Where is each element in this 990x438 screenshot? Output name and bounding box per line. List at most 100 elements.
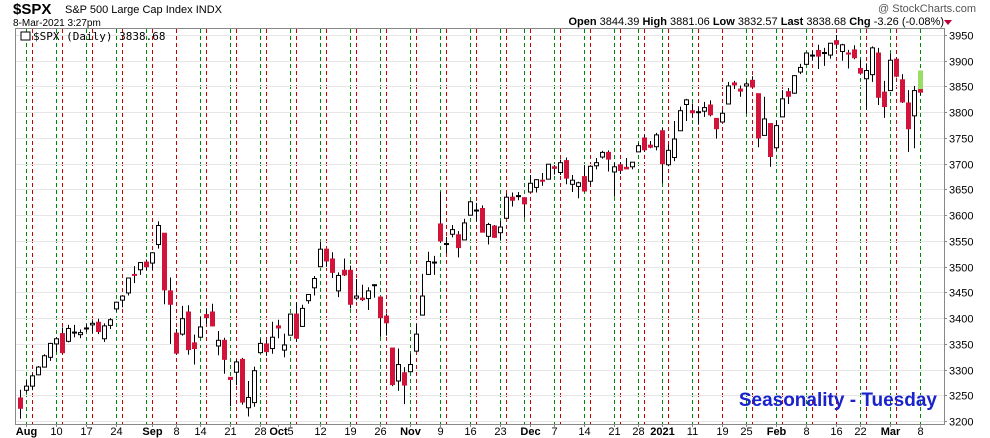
candle-body [300,307,305,327]
candle [654,132,659,151]
candle-body [240,358,245,403]
candle-body [468,201,473,216]
candle [480,205,485,233]
candle-body [426,261,431,275]
candle-body [402,372,407,386]
last-label: Last [780,16,804,28]
candle-body [252,370,257,404]
candle [300,304,305,327]
candle-body [132,273,137,276]
candle [120,295,125,308]
candle-body [414,333,419,352]
candle-body [420,295,425,316]
candle-body [144,261,149,268]
candle-body [696,111,701,114]
candle-body [96,321,101,333]
open-value: 3844.39 [599,16,640,28]
candle [324,248,329,267]
candle-body [270,336,275,350]
candle [450,224,455,238]
candle [246,380,251,417]
candle [504,193,509,219]
candle [264,339,269,356]
candle-body [768,123,773,158]
y-tick-label: 3200 [949,417,973,429]
candle-body [684,99,689,106]
candle [708,100,713,117]
x-tick-label: 14 [194,426,206,438]
down-arrow-icon [944,20,952,25]
seasonality-annotation: Seasonality - Tuesday [739,390,938,411]
candle-body [840,44,845,52]
candle-body [486,223,491,237]
candle [894,57,899,78]
candle-body [852,49,857,59]
candle [456,231,461,258]
candle-body [372,284,377,287]
candle [342,258,347,276]
candle [666,144,671,167]
candle-body [174,332,179,354]
candle [432,255,437,275]
y-tick-label: 3300 [949,366,973,378]
candle-body [828,42,833,56]
candle-body [900,79,905,103]
candle-body [30,375,35,387]
candle [762,96,767,136]
candle [234,359,239,386]
candle [162,232,167,305]
candle-body [822,52,827,55]
x-tick-label: 17 [80,426,92,438]
candle-body [156,225,161,246]
candle [30,373,35,391]
candle [270,321,275,354]
candle-body [528,182,533,193]
candle-body [612,166,617,173]
candle [540,172,545,186]
x-tick-label: Feb [767,426,787,438]
candle-body [720,112,725,123]
candle-body [444,243,449,246]
candle [606,150,611,172]
candle-body [642,137,647,151]
candle [318,241,323,268]
y-tick-label: 3600 [949,211,973,223]
x-tick-label: 24 [110,426,122,438]
low-value: 3832.57 [737,16,778,28]
candle [492,224,497,238]
candle-body [390,347,395,386]
candle-body [150,252,155,264]
candle [372,284,377,298]
candle-body [846,52,851,55]
x-tick-label: Oct [269,426,288,438]
candle-body [78,332,83,336]
candle-body [594,162,599,167]
candle [204,308,209,324]
candle [54,337,59,353]
candle [642,134,647,152]
candle [444,236,449,254]
y-tick-label: 3900 [949,57,973,69]
candle-body [216,339,221,347]
candle [684,98,689,121]
candle [720,110,725,123]
x-tick-label: Mar [881,426,901,438]
candle [18,389,23,419]
candle [348,265,353,309]
x-tick-label: 28 [632,426,644,438]
candle [630,161,635,170]
candle [840,43,845,61]
candle-body [114,301,119,310]
candle-body [870,47,875,76]
candle [192,334,197,365]
candle-body [918,89,923,93]
x-tick-label: 25 [740,426,752,438]
candle [726,81,731,105]
candle-body [192,342,197,350]
x-tick-label: 12 [314,426,326,438]
last-candle-highlight [918,70,923,93]
x-tick-label: 8 [173,426,179,438]
candle-body [630,161,635,168]
security-name-text: S&P 500 Large Cap Index [65,4,193,16]
candle-body [834,40,839,45]
